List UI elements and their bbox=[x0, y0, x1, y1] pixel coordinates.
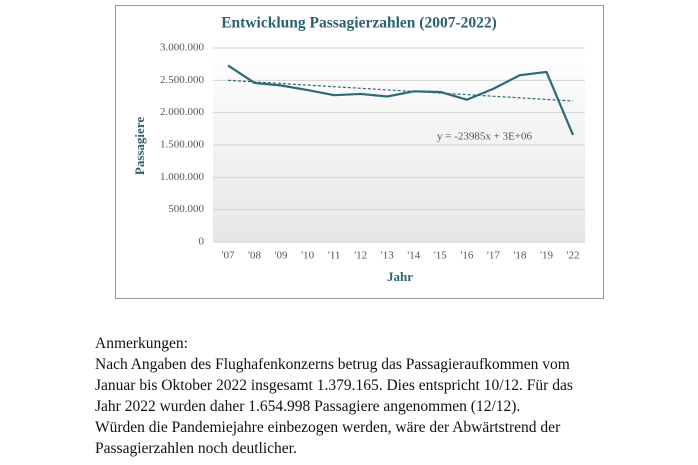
note-line: Nach Angaben des Flughafenkonzerns betru… bbox=[95, 356, 570, 373]
notes-heading: Anmerkungen: bbox=[95, 335, 188, 352]
notes: Anmerkungen: Nach Angaben des Flughafenk… bbox=[95, 333, 573, 459]
x-tick-label: '08 bbox=[248, 250, 261, 262]
chart: Entwicklung Passagierzahlen (2007-2022) … bbox=[115, 5, 604, 299]
y-axis-label: Passagiere bbox=[132, 117, 147, 175]
y-tick-label: 1.500.000 bbox=[160, 139, 205, 151]
y-tick-label: 0 bbox=[199, 236, 205, 248]
x-tick-label: '15 bbox=[434, 250, 447, 262]
x-tick-label: '10 bbox=[301, 250, 314, 262]
note-line: Würden die Pandemiejahre einbezogen werd… bbox=[95, 419, 561, 436]
x-tick-label: '22 bbox=[567, 250, 580, 262]
x-tick-label: '16 bbox=[460, 250, 473, 262]
note-line: Jahr 2022 wurden daher 1.654.998 Passagi… bbox=[95, 398, 521, 415]
data-line bbox=[227, 64, 575, 136]
trend-equation: y = -23985x + 3E+06 bbox=[437, 131, 532, 143]
x-tick-label: '18 bbox=[513, 250, 526, 262]
x-tick-label: '09 bbox=[275, 250, 288, 262]
x-tick-label: '13 bbox=[381, 250, 394, 262]
x-tick-label: '07 bbox=[222, 250, 235, 262]
y-tick-label: 2.000.000 bbox=[160, 106, 205, 118]
trend-line bbox=[227, 79, 574, 102]
note-line: Januar bis Oktober 2022 insgesamt 1.379.… bbox=[95, 377, 573, 394]
x-tick-label: '17 bbox=[487, 250, 500, 262]
y-tick-label: 3.000.000 bbox=[160, 42, 205, 54]
y-tick-label: 500.000 bbox=[168, 203, 204, 215]
note-line: Passagierzahlen noch deutlicher. bbox=[95, 440, 297, 457]
x-axis-label: Jahr bbox=[387, 269, 413, 284]
x-tick-label: '19 bbox=[540, 250, 553, 262]
x-tick-label: '11 bbox=[328, 250, 341, 262]
y-tick-label: 2.500.000 bbox=[160, 74, 205, 86]
y-tick-label: 1.000.000 bbox=[160, 171, 205, 183]
chart-title: Entwicklung Passagierzahlen (2007-2022) bbox=[221, 15, 497, 32]
x-tick-label: '14 bbox=[407, 250, 420, 262]
x-tick-label: '12 bbox=[354, 250, 367, 262]
